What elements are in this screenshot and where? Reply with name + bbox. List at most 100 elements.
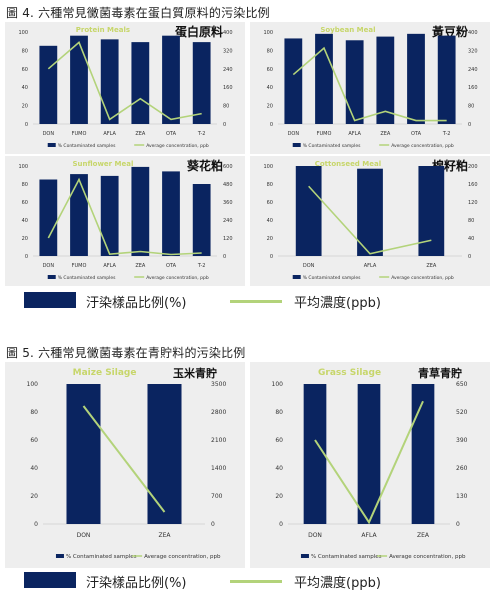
- legend-bar-swatch: [24, 572, 76, 588]
- legend-line-swatch: [230, 580, 282, 583]
- x-tick-label: DON: [77, 532, 91, 539]
- y2-tick-label: 240: [223, 218, 233, 224]
- bar: [192, 42, 211, 124]
- y-tick-label: 100: [263, 164, 273, 170]
- bar: [162, 171, 180, 256]
- x-tick-label: FUMO: [317, 131, 332, 137]
- line-series: [82, 405, 166, 513]
- legend-line-swatch: [230, 300, 282, 303]
- y2-tick-label: 40: [468, 236, 474, 242]
- x-tick-label: ZEA: [135, 131, 146, 137]
- y2-tick-label: 130: [456, 493, 468, 500]
- legend-bar-label: % Contaminated samples: [311, 554, 382, 560]
- legend-bar-label: 汙染樣品比例(%): [86, 296, 187, 311]
- x-tick-label: OTA: [166, 131, 177, 137]
- legend-line-label: 平均濃度(ppb): [294, 296, 381, 311]
- chart-soybean-meal-svg: Soybean Meal 黃豆粉 0 20 40 60 80 100 0 80 160 240 320 4…: [263, 24, 478, 149]
- bar: [284, 38, 303, 124]
- y-tick-label: 40: [267, 218, 273, 224]
- y-tick-label: 40: [267, 85, 273, 91]
- figure5-legend: 汙染樣品比例(%) 平均濃度(ppb): [0, 572, 501, 591]
- y-tick-label: 60: [22, 67, 28, 73]
- bar: [303, 384, 327, 524]
- y-tick-label: 80: [267, 182, 273, 188]
- x-tick-label: FUMO: [72, 263, 87, 269]
- chart-title: Soybean Meal: [320, 26, 375, 34]
- y2-tick-label: 160: [468, 182, 478, 188]
- y2-tick-label: 120: [468, 200, 478, 206]
- y2-tick-label: 120: [223, 236, 233, 242]
- bar: [315, 33, 333, 125]
- y2-tick-label: 400: [468, 30, 478, 36]
- y2-tick-label: 520: [456, 409, 468, 416]
- legend-bar-swatch: [47, 143, 56, 147]
- chart-cottonseed-meal: Cottonseed Meal 棉籽粕 0 20 40 60 80 100 0 40 80 120 16…: [250, 156, 490, 286]
- chart-sunflower-meal: Sunflower Meal 葵花粕 0 20 40 60 80 100 0 120 240 360 4…: [5, 156, 245, 286]
- figure4-legend: 汙染樣品比例(%) 平均濃度(ppb): [0, 292, 501, 311]
- line-series: [292, 46, 447, 122]
- y2-tick-label: 320: [223, 48, 233, 54]
- y2-tick-label: 650: [456, 381, 468, 388]
- y2-tick-label: 0: [211, 521, 215, 528]
- y-tick-label: 80: [22, 182, 28, 188]
- bar: [411, 384, 435, 524]
- chart-label-zh: 葵花粕: [186, 158, 223, 173]
- line-series: [308, 185, 432, 255]
- legend-bar-swatch: [300, 554, 309, 558]
- legend-line-label: Average concentration, ppb: [144, 554, 221, 560]
- x-tick-label: FUMO: [72, 131, 87, 137]
- x-tick-label: T-2: [442, 131, 451, 137]
- legend-bar-swatch: [292, 143, 301, 147]
- chart-cottonseed-meal-svg: Cottonseed Meal 棉籽粕0204060801000408012016…: [263, 158, 478, 281]
- chart-title: Protein Meals: [76, 26, 130, 34]
- bar: [70, 35, 88, 124]
- x-tick-label: OTA: [166, 263, 177, 269]
- chart-label-zh: 蛋白原料: [175, 24, 223, 39]
- bar: [295, 166, 322, 256]
- y2-tick-label: 160: [223, 85, 233, 91]
- x-tick-label: T-2: [197, 131, 206, 137]
- legend-line-label: Average concentration, ppb: [146, 275, 209, 281]
- y-tick-label: 40: [22, 218, 28, 224]
- y2-tick-label: 0: [468, 122, 471, 128]
- x-tick-label: DON: [43, 263, 55, 269]
- legend-bar-label: 汙染樣品比例(%): [86, 576, 187, 591]
- y-tick-label: 0: [279, 521, 283, 528]
- legend-bar-swatch: [47, 275, 56, 279]
- chart-sunflower-meal-svg: Sunflower Meal 葵花粕 0 20 40 60 80 100 0 120 240 360 4…: [18, 158, 233, 281]
- bar: [131, 42, 150, 124]
- chart-maize-silage-svg: Maize Silage 玉米青貯 0 20 40 60 80 100 0 700 1400 2100…: [27, 366, 227, 560]
- y-tick-label: 80: [267, 48, 273, 54]
- chart-title: Grass Silage: [318, 368, 381, 378]
- x-tick-label: T-2: [197, 263, 206, 269]
- y-tick-label: 60: [267, 200, 273, 206]
- legend-bar-swatch: [292, 275, 301, 279]
- y2-tick-label: 400: [223, 30, 233, 36]
- x-tick-label: AFLA: [364, 263, 377, 269]
- y2-tick-label: 0: [223, 122, 226, 128]
- y-tick-label: 20: [275, 493, 283, 500]
- chart-label-zh: 青草青貯: [418, 366, 462, 380]
- y2-tick-label: 390: [456, 437, 468, 444]
- chart-protein-meals: Protein Meals 蛋白原料 0 20 40 60 80 100 0 80 160 240 32…: [5, 22, 245, 154]
- y2-tick-label: 0: [223, 254, 226, 260]
- chart-soybean-meal: Soybean Meal 黃豆粉 0 20 40 60 80 100 0 80 160 240 320 4…: [250, 22, 490, 154]
- chart-label-zh: 黃豆粉: [431, 24, 468, 39]
- bar: [357, 168, 383, 256]
- y2-tick-label: 2100: [211, 437, 226, 444]
- y2-tick-label: 200: [468, 164, 478, 170]
- figure5-title: 圖 5. 六種常見黴菌毒素在青貯料的污染比例: [6, 346, 246, 360]
- bar: [39, 45, 58, 124]
- bar: [39, 179, 58, 256]
- chart-grass-silage-svg: Grass Silage 青草青貯 0 20 40 60 80 100 0 130 260 390 52…: [272, 366, 468, 560]
- bar: [70, 174, 88, 256]
- y-tick-label: 80: [275, 409, 283, 416]
- y2-tick-label: 3500: [211, 381, 226, 388]
- legend-line-label: Average concentration, ppb: [391, 143, 454, 149]
- bar: [100, 175, 119, 256]
- chart-title: Sunflower Meal: [72, 160, 133, 168]
- y-tick-label: 20: [22, 104, 28, 110]
- legend-bar-swatch: [24, 292, 76, 308]
- x-tick-label: OTA: [411, 131, 422, 137]
- y-tick-label: 40: [275, 465, 283, 472]
